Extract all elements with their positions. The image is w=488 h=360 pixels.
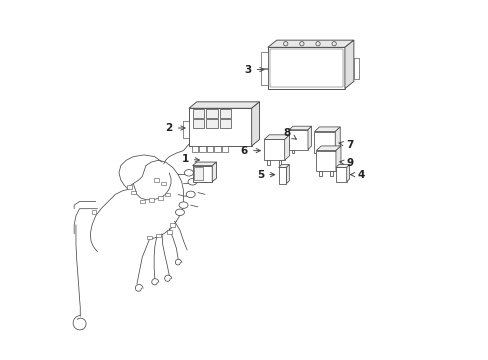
Ellipse shape — [179, 202, 187, 208]
Polygon shape — [335, 165, 349, 167]
Polygon shape — [264, 135, 289, 139]
Polygon shape — [212, 162, 216, 182]
Bar — [219, 109, 231, 118]
Bar — [319, 171, 321, 176]
Polygon shape — [314, 127, 340, 132]
Text: 2: 2 — [165, 123, 184, 133]
Bar — [314, 132, 335, 153]
Polygon shape — [335, 146, 340, 171]
Polygon shape — [284, 135, 289, 160]
FancyBboxPatch shape — [194, 167, 203, 180]
Bar — [269, 49, 343, 87]
Bar — [219, 119, 231, 128]
Bar — [329, 153, 331, 158]
Bar — [278, 167, 286, 184]
Text: 1: 1 — [182, 154, 199, 164]
Bar — [264, 139, 284, 160]
Bar — [158, 196, 162, 200]
Polygon shape — [307, 126, 311, 149]
Bar — [192, 166, 212, 182]
Polygon shape — [344, 40, 353, 89]
Bar — [91, 211, 96, 214]
Text: 3: 3 — [244, 64, 264, 75]
Bar — [166, 230, 171, 234]
Bar — [183, 121, 188, 138]
Bar — [317, 153, 319, 158]
Bar — [192, 109, 203, 118]
Bar — [206, 146, 213, 152]
Polygon shape — [289, 126, 311, 130]
Text: 8: 8 — [283, 128, 296, 139]
Bar — [127, 185, 132, 189]
Bar — [140, 200, 144, 203]
Bar — [335, 167, 346, 182]
Bar — [206, 119, 217, 128]
Bar — [353, 58, 359, 79]
Bar — [222, 146, 228, 152]
Polygon shape — [188, 102, 259, 108]
Text: 4: 4 — [350, 170, 364, 180]
Polygon shape — [192, 162, 216, 166]
Bar — [329, 171, 332, 176]
Bar — [206, 109, 217, 118]
Text: 9: 9 — [339, 158, 353, 168]
Ellipse shape — [175, 209, 184, 216]
Bar — [131, 191, 135, 194]
Bar — [165, 193, 169, 196]
Bar — [191, 146, 198, 152]
Text: 5: 5 — [257, 170, 274, 180]
Bar — [156, 234, 161, 237]
Polygon shape — [335, 127, 340, 153]
Bar — [161, 182, 166, 185]
Polygon shape — [316, 146, 340, 150]
Bar — [278, 160, 281, 165]
Bar — [267, 47, 344, 89]
Text: 6: 6 — [241, 145, 260, 156]
Bar — [149, 198, 153, 202]
Bar — [199, 146, 205, 152]
Polygon shape — [267, 40, 353, 47]
Bar — [261, 52, 267, 68]
Bar — [147, 235, 151, 239]
Polygon shape — [286, 165, 289, 184]
Bar — [316, 150, 335, 171]
Bar — [192, 119, 203, 128]
Ellipse shape — [184, 170, 193, 176]
Polygon shape — [278, 165, 289, 167]
Bar — [170, 223, 175, 226]
Text: 7: 7 — [338, 140, 353, 150]
Bar — [266, 160, 269, 165]
Polygon shape — [346, 165, 349, 182]
Bar — [214, 146, 221, 152]
Bar — [291, 149, 293, 153]
Bar — [154, 178, 159, 182]
Ellipse shape — [186, 191, 195, 198]
Ellipse shape — [187, 179, 197, 185]
Bar — [261, 69, 267, 85]
Polygon shape — [251, 102, 259, 146]
Bar — [188, 108, 251, 146]
Bar — [289, 130, 307, 149]
